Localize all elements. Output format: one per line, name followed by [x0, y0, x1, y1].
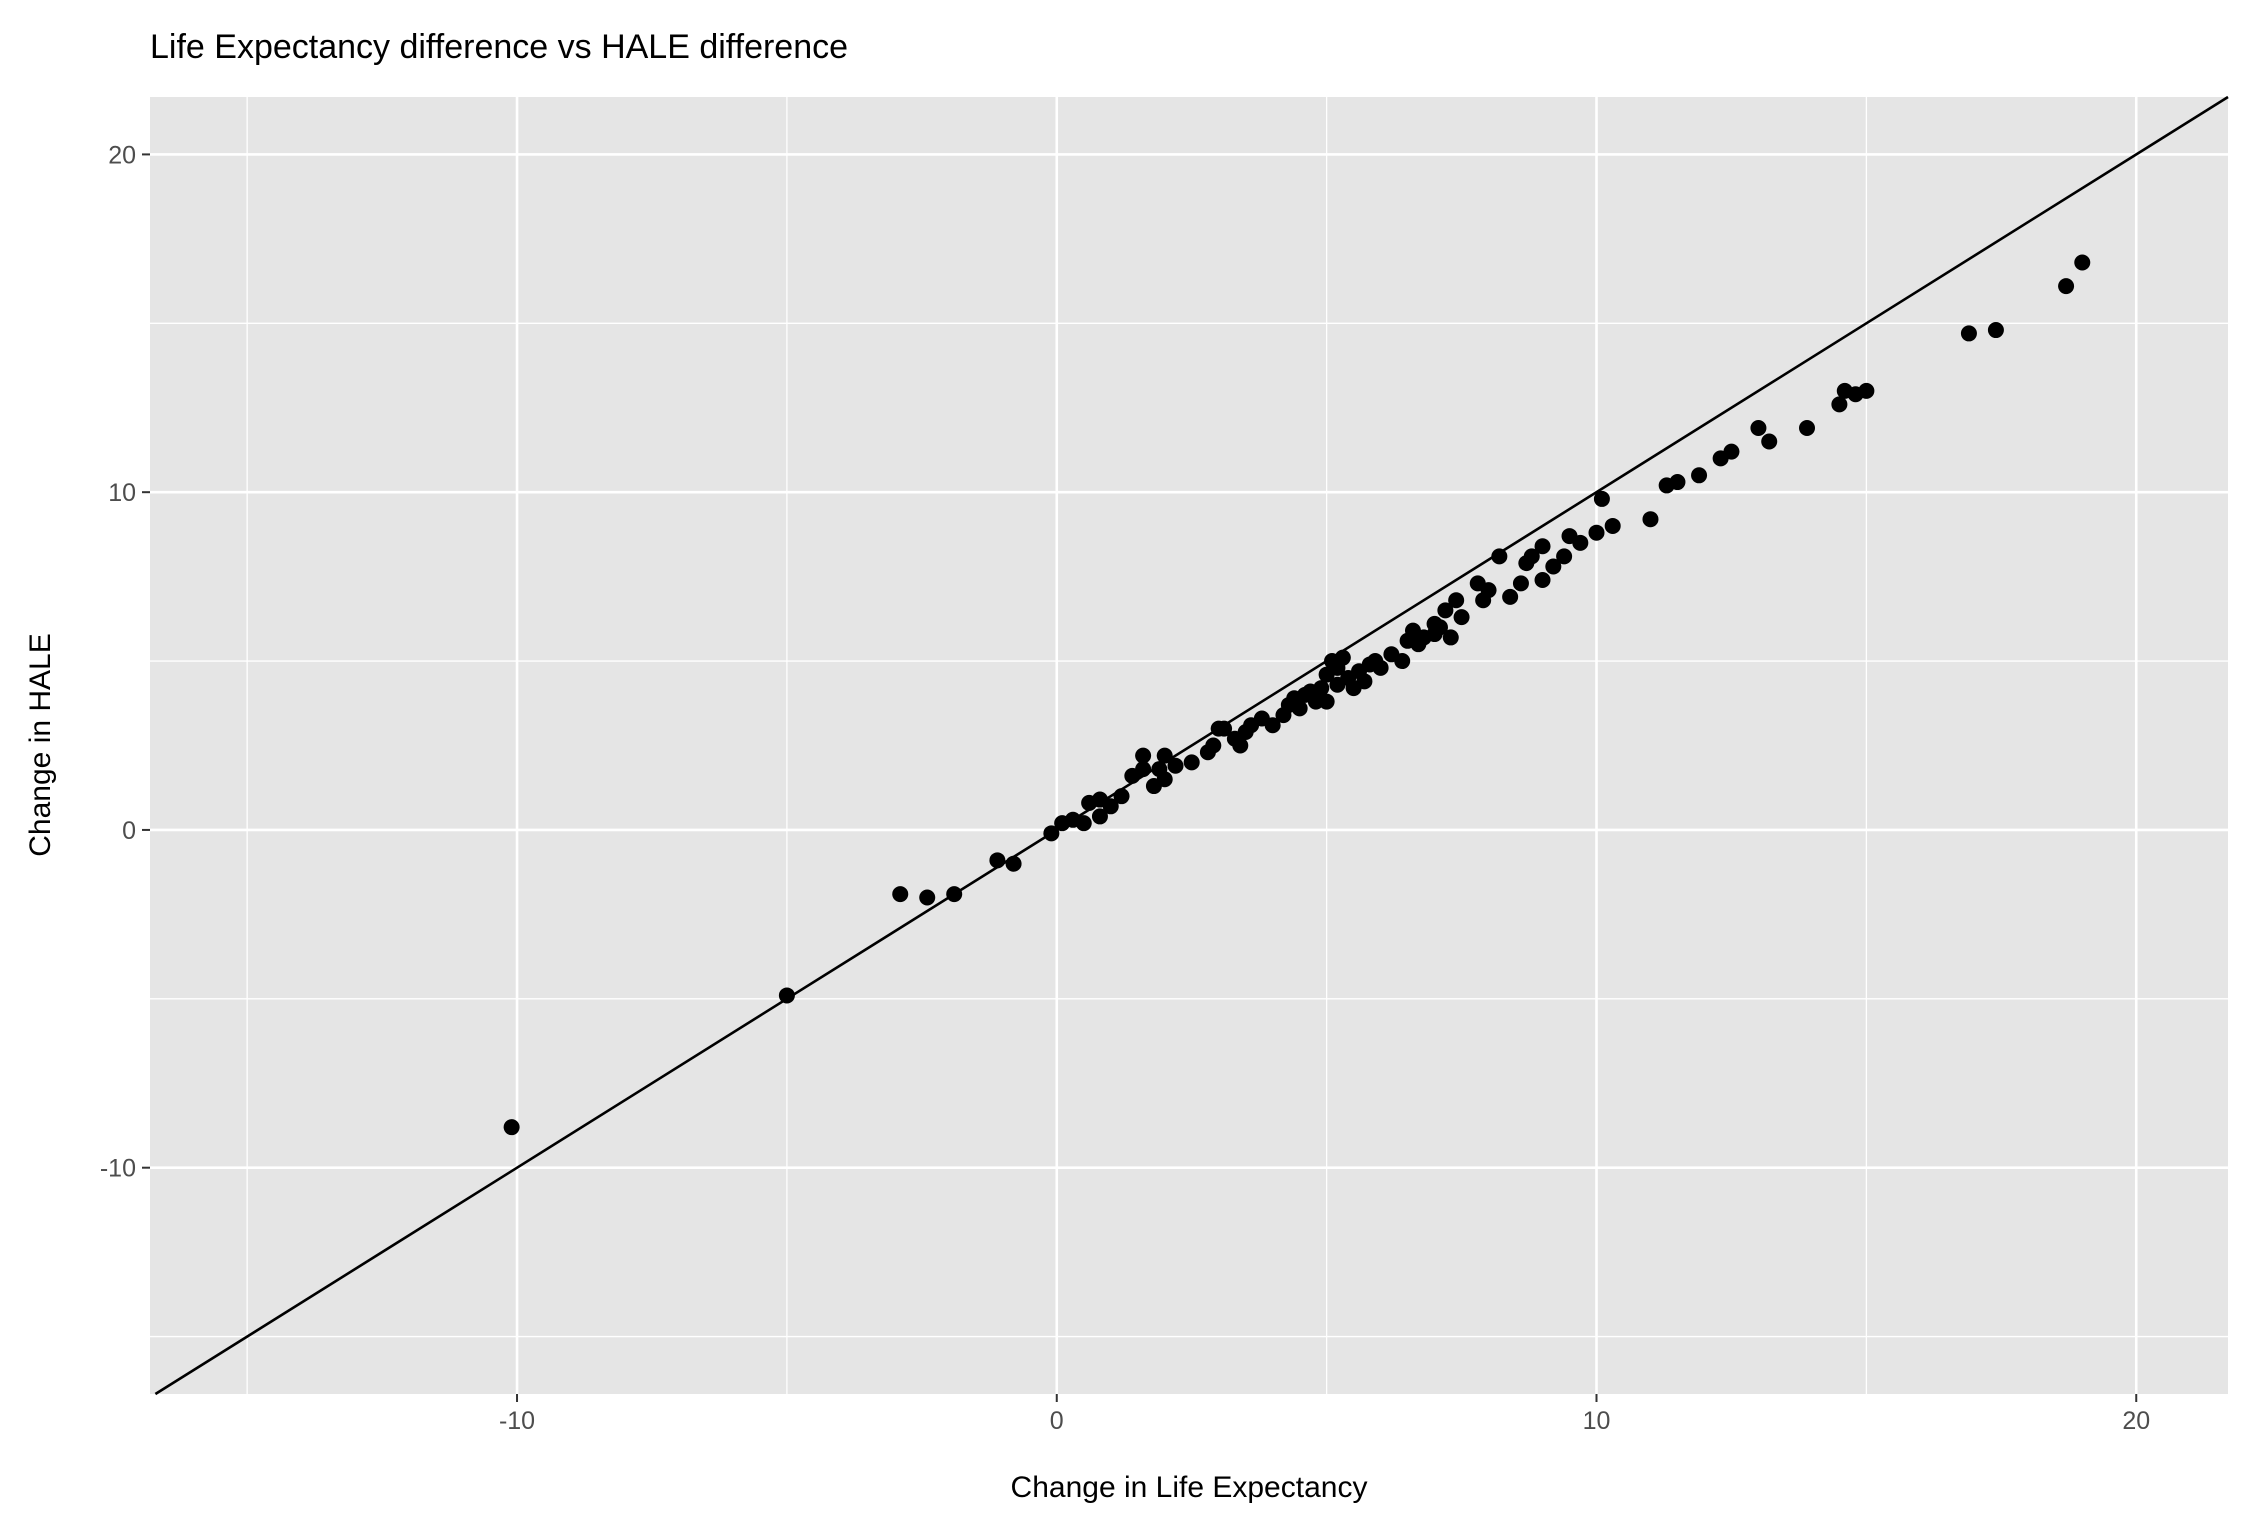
y-tick-label: -10 [100, 1155, 136, 1183]
x-tick-label: 20 [2122, 1407, 2150, 1435]
data-point [2074, 254, 2091, 271]
x-axis-ticks: -10 0 10 20 [499, 1394, 2150, 1435]
data-point [1091, 808, 1108, 825]
data-point [1750, 420, 1767, 437]
data-point [1372, 659, 1389, 676]
data-point [1442, 629, 1459, 646]
data-point [1005, 855, 1022, 872]
data-point [1156, 747, 1173, 764]
x-tick-label: 10 [1583, 1407, 1611, 1435]
y-tick-label: 20 [108, 141, 136, 169]
data-point [503, 1119, 520, 1136]
data-point [1453, 609, 1470, 626]
data-point [1075, 815, 1092, 832]
data-point [1334, 649, 1351, 666]
data-point [919, 889, 936, 906]
data-point [1318, 693, 1335, 710]
data-point [1183, 754, 1200, 771]
data-point [1448, 592, 1465, 609]
identity-line-layer [154, 95, 2229, 1396]
data-point [1545, 558, 1562, 575]
data-point [1523, 548, 1540, 565]
y-tick-label: 0 [122, 817, 136, 845]
data-point [1167, 757, 1184, 774]
data-point [1232, 737, 1249, 754]
data-point [1480, 582, 1497, 599]
data-point [778, 987, 795, 1004]
x-tick-label: -10 [499, 1407, 535, 1435]
data-point [1502, 588, 1519, 605]
data-point [2058, 278, 2075, 295]
data-point [1534, 571, 1551, 588]
identity-line [154, 95, 2229, 1396]
data-point [1723, 443, 1740, 460]
data-point [1593, 490, 1610, 507]
x-axis-title: Change in Life Expectancy [1011, 1471, 1368, 1504]
data-point [1491, 548, 1508, 565]
data-point [1642, 511, 1659, 528]
data-point [1691, 467, 1708, 484]
data-point [1572, 534, 1589, 551]
data-point [1437, 602, 1454, 619]
data-point [1156, 771, 1173, 788]
data-point [1556, 548, 1573, 565]
y-axis-ticks: -10 0 10 20 [100, 141, 150, 1183]
data-point [1799, 420, 1816, 437]
data-points [503, 254, 2091, 1136]
data-point [1534, 538, 1551, 555]
major-gridlines [150, 97, 2228, 1394]
data-point [1512, 575, 1529, 592]
data-point [1588, 524, 1605, 541]
chart-title: Life Expectancy difference vs HALE diffe… [150, 28, 848, 66]
data-point [1102, 798, 1119, 815]
data-point [1216, 720, 1233, 737]
data-point [1264, 717, 1281, 734]
data-point [892, 886, 909, 903]
data-point [1858, 382, 1875, 399]
data-point [1960, 325, 1977, 342]
y-axis-title: Change in HALE [24, 633, 57, 856]
x-tick-label: 0 [1050, 1407, 1064, 1435]
data-point [1669, 474, 1686, 491]
data-point [989, 852, 1006, 869]
data-point [1205, 737, 1222, 754]
y-tick-label: 10 [108, 479, 136, 507]
data-point [1761, 433, 1778, 450]
data-point [1043, 825, 1060, 842]
data-point [1431, 619, 1448, 636]
minor-gridlines [150, 97, 2228, 1394]
data-point [946, 886, 963, 903]
data-point [1291, 700, 1308, 717]
data-point [1987, 322, 2004, 339]
data-point [1394, 653, 1411, 670]
data-point [1356, 673, 1373, 690]
data-point [1113, 788, 1130, 805]
data-point [1604, 517, 1621, 534]
data-point [1313, 680, 1330, 697]
data-point [1135, 761, 1152, 778]
data-point [1831, 396, 1848, 413]
data-point [1135, 747, 1152, 764]
